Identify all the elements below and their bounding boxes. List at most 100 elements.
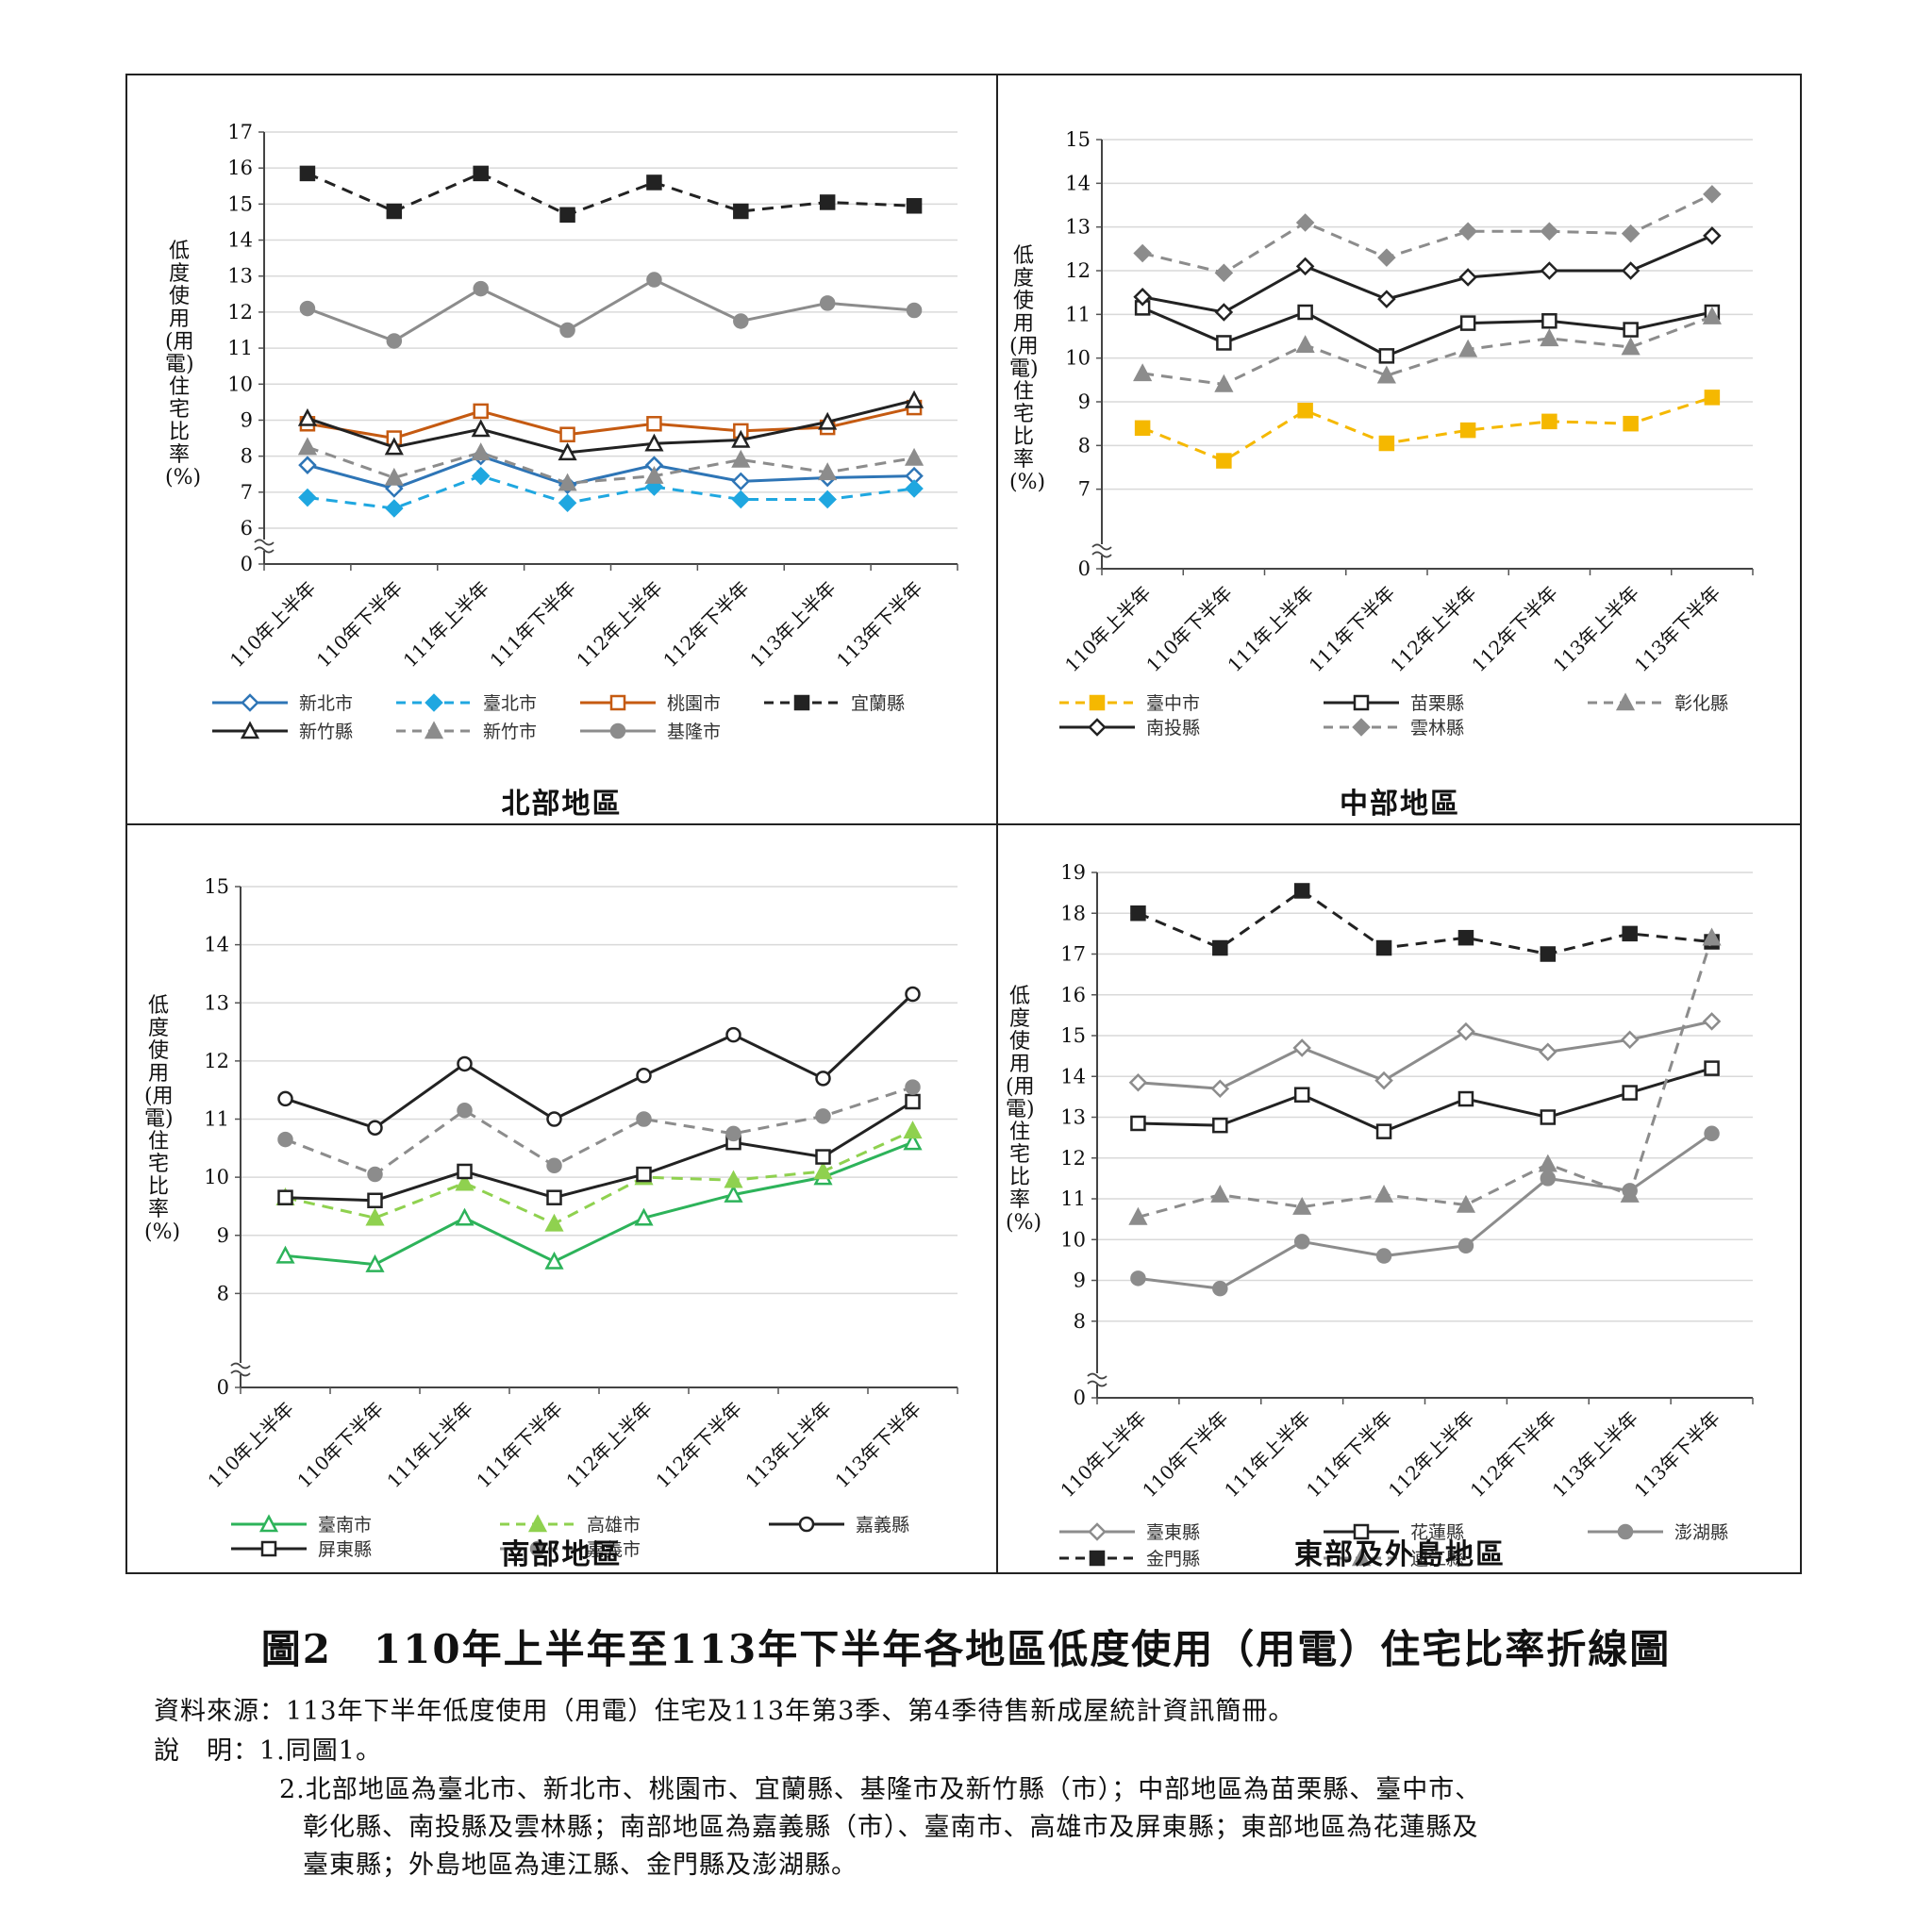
- x-tick-label: 110年上半年: [225, 577, 321, 672]
- legend-item: 南投縣: [1059, 718, 1200, 739]
- legend-item: 嘉義縣: [769, 1515, 909, 1536]
- data-point-marker: [558, 473, 577, 491]
- series-line: [307, 455, 915, 490]
- data-point-marker: [731, 429, 751, 448]
- x-tick-label: 110年下半年: [292, 1398, 388, 1493]
- data-point-marker: [471, 419, 491, 438]
- x-tick-label: 113年上半年: [1549, 582, 1644, 677]
- data-point-marker: [1089, 694, 1106, 711]
- y-tick-label: 13: [1065, 216, 1091, 239]
- y-tick-label: 11: [1060, 1187, 1086, 1210]
- y-tick-label: 14: [204, 934, 229, 956]
- data-point-marker: [818, 411, 838, 430]
- data-point-marker: [425, 693, 443, 712]
- series-line: [307, 277, 915, 343]
- y-tick-label: 12: [1065, 259, 1091, 282]
- data-point-marker: [905, 1093, 921, 1110]
- data-point-marker: [731, 449, 751, 468]
- y-tick-label: 13: [1060, 1106, 1086, 1129]
- x-tick-label: 111年上半年: [1224, 582, 1319, 677]
- data-point-marker: [1702, 306, 1722, 324]
- x-tick-label: 111年下半年: [472, 1398, 567, 1493]
- data-point-marker: [1457, 1021, 1475, 1041]
- data-point-marker: [1540, 222, 1559, 241]
- data-point-marker: [1351, 1548, 1372, 1567]
- legend-item: 苗栗縣: [1324, 693, 1464, 714]
- y-tick-label: 13: [227, 265, 253, 288]
- data-point-marker: [1378, 348, 1395, 364]
- y-tick-label: 16: [1060, 984, 1086, 1006]
- data-point-marker: [457, 1055, 473, 1072]
- x-tick-label: 111年上半年: [382, 1398, 477, 1493]
- data-point-marker: [725, 1026, 741, 1043]
- south-region-panel: 0 8 9 10 11 12 13 14 15 110年上半年 110年下半年 111年上半年 111年…: [127, 825, 996, 1574]
- legend-label: 臺東縣: [1146, 1522, 1200, 1543]
- data-point-marker: [1293, 883, 1310, 899]
- data-point-marker: [813, 1161, 833, 1180]
- legend-item: 高雄市: [500, 1514, 641, 1536]
- x-tick-label: 112年上半年: [561, 1398, 657, 1493]
- x-tick-label: 111年上半年: [399, 577, 494, 672]
- data-point-marker: [818, 462, 838, 481]
- data-point-marker: [1214, 263, 1234, 283]
- data-point-marker: [1210, 1079, 1230, 1098]
- data-point-marker: [819, 295, 836, 311]
- data-point-marker: [609, 722, 626, 739]
- data-point-marker: [1458, 268, 1477, 287]
- data-point-marker: [546, 1157, 562, 1174]
- data-point-marker: [473, 165, 489, 182]
- data-point-marker: [1216, 453, 1232, 469]
- data-point-marker: [1292, 1038, 1311, 1057]
- legend-label: 屏東縣: [318, 1539, 372, 1560]
- series-澎湖縣: [1130, 1125, 1720, 1297]
- series-line: [1138, 1067, 1712, 1134]
- legend-item: 嘉義市: [500, 1539, 641, 1560]
- data-point-marker: [1704, 1060, 1720, 1076]
- x-tick-label: 110年上半年: [1060, 582, 1156, 677]
- data-point-marker: [1376, 365, 1396, 384]
- y-tick-label: 0: [217, 1376, 229, 1399]
- series-line: [285, 992, 914, 1130]
- data-point-marker: [1623, 415, 1639, 432]
- legend-label: 新竹縣: [299, 722, 353, 742]
- data-point-marker: [905, 479, 924, 498]
- x-tick-label: 111年下半年: [1302, 1407, 1397, 1503]
- series-臺南市: [275, 1132, 923, 1272]
- data-point-marker: [455, 1207, 475, 1226]
- series-臺東縣: [1128, 1012, 1722, 1098]
- data-point-marker: [1353, 1523, 1370, 1540]
- data-point-marker: [903, 1132, 923, 1151]
- legend-label: 花蓮縣: [1410, 1522, 1464, 1543]
- data-point-marker: [558, 493, 577, 513]
- legend-label: 宜蘭縣: [851, 693, 905, 714]
- data-point-marker: [559, 207, 575, 224]
- legend-label: 高雄市: [587, 1515, 641, 1536]
- legend-label: 澎湖縣: [1674, 1522, 1728, 1543]
- data-point-marker: [793, 694, 810, 711]
- data-point-marker: [644, 433, 664, 452]
- data-point-marker: [1212, 1117, 1228, 1134]
- data-point-marker: [1457, 929, 1474, 946]
- data-point-marker: [1133, 363, 1153, 382]
- data-point-marker: [1128, 1072, 1148, 1092]
- y-tick-label: 10: [1065, 347, 1091, 370]
- series-新竹縣: [297, 390, 924, 461]
- legend-label: 桃園市: [667, 693, 721, 714]
- data-point-marker: [275, 1245, 295, 1264]
- data-point-marker: [1703, 185, 1722, 204]
- series-line: [307, 398, 915, 455]
- data-point-marker: [1088, 1522, 1107, 1541]
- y-axis-label: 低度使用(用電)住宅比率(%): [144, 994, 181, 1244]
- data-point-marker: [1210, 1185, 1230, 1203]
- data-point-marker: [1538, 1154, 1557, 1172]
- data-point-marker: [1456, 1194, 1476, 1213]
- data-point-marker: [1375, 939, 1392, 956]
- data-point-marker: [1540, 1171, 1557, 1187]
- data-point-marker: [1295, 213, 1315, 232]
- data-point-marker: [903, 1121, 923, 1139]
- note-line-3: 臺東縣；外島地區為連江縣、金門縣及澎湖縣。: [303, 1851, 858, 1880]
- series-苗栗縣: [1134, 300, 1721, 364]
- legend-label: 臺南市: [318, 1515, 372, 1536]
- y-tick-label: 6: [241, 517, 253, 540]
- y-tick-label: 0: [1074, 1386, 1086, 1409]
